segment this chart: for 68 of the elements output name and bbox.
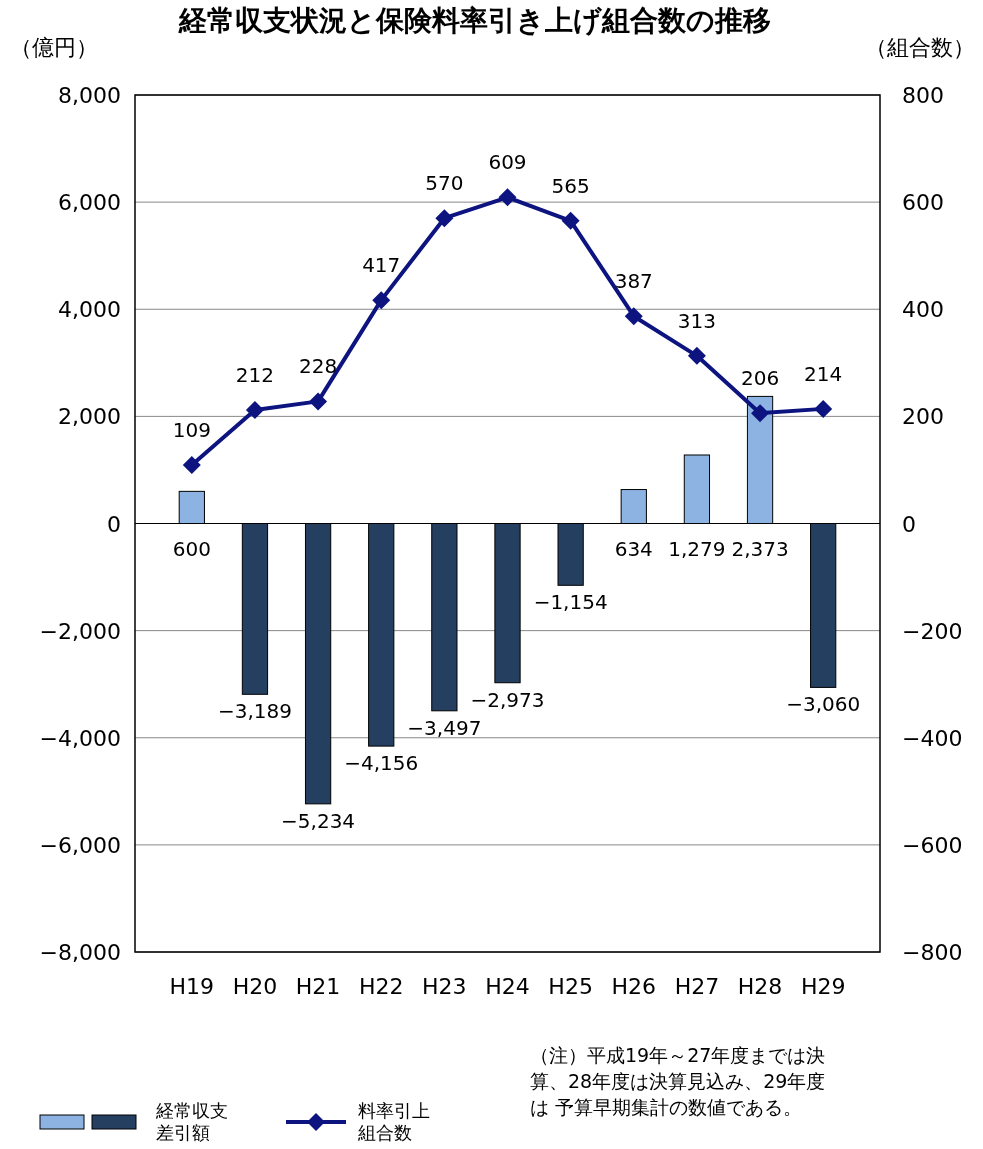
y2-tick-label: −600 xyxy=(902,832,963,858)
data-label: 387 xyxy=(614,269,653,294)
data-label: 570 xyxy=(425,171,464,196)
data-label: 609 xyxy=(488,150,527,175)
data-label: 313 xyxy=(677,308,716,333)
data-label: 417 xyxy=(362,253,401,278)
y-tick-label: 0 xyxy=(107,511,121,537)
y-tick-label: 6,000 xyxy=(58,190,121,216)
data-label: −2,973 xyxy=(470,687,545,712)
y-tick-label: −4,000 xyxy=(39,725,121,751)
legend-label: 料率引上組合数 xyxy=(357,1100,430,1143)
y2-tick-label: 800 xyxy=(902,83,944,108)
x-tick-label: H19 xyxy=(169,974,215,999)
x-tick-label: H22 xyxy=(358,974,404,999)
point xyxy=(814,399,833,418)
point xyxy=(245,400,264,419)
y-axis-title: （億円） xyxy=(10,35,98,60)
data-label: −5,234 xyxy=(281,808,356,833)
y2-tick-label: 400 xyxy=(902,297,944,323)
y-tick-label: −2,000 xyxy=(39,618,121,644)
y2-tick-label: −200 xyxy=(902,618,963,644)
data-label: 565 xyxy=(551,173,590,198)
x-tick-label: H27 xyxy=(674,974,720,999)
data-label: −4,156 xyxy=(344,751,419,776)
point xyxy=(561,211,580,230)
y-tick-label: 2,000 xyxy=(58,404,121,430)
point xyxy=(309,392,328,411)
chart-title: 経常収支状況と保険料率引き上げ組合数の推移 xyxy=(178,4,771,37)
data-label: 212 xyxy=(235,362,275,387)
data-label: 1,279 xyxy=(668,536,726,561)
x-tick-label: H29 xyxy=(800,974,846,999)
y-tick-label: −6,000 xyxy=(39,832,121,858)
point xyxy=(498,188,517,207)
y2-tick-label: 200 xyxy=(902,404,944,430)
y2-tick-label: 600 xyxy=(902,190,944,216)
y2-tick-label: −800 xyxy=(902,940,963,965)
data-label: 2,373 xyxy=(731,536,789,561)
x-tick-label: H20 xyxy=(232,974,278,999)
point xyxy=(687,346,706,365)
text: （注）平成19年～27年度までは決算、28年度は決算見込み、29年度は 予算早期集計の数値である。 xyxy=(530,1044,826,1118)
data-label: 228 xyxy=(299,354,338,379)
x-tick-label: H25 xyxy=(548,974,593,999)
x-tick-label: H21 xyxy=(295,974,341,999)
data-label: 109 xyxy=(172,418,211,443)
point xyxy=(435,209,454,228)
legend-label: 経常収支差引額 xyxy=(155,1100,228,1143)
point xyxy=(182,456,201,475)
data-label: 214 xyxy=(804,361,843,386)
y-tick-label: 8,000 xyxy=(58,83,121,108)
y2-axis-title: （組合数） xyxy=(865,35,975,60)
x-tick-label: H28 xyxy=(737,974,783,999)
data-label: −1,154 xyxy=(533,590,608,615)
y2-tick-label: −400 xyxy=(902,725,963,751)
point xyxy=(372,291,391,310)
data-label: 206 xyxy=(740,366,780,391)
data-label: −3,060 xyxy=(786,692,861,717)
data-label: −3,497 xyxy=(407,715,482,740)
y2-tick-label: 0 xyxy=(902,511,916,537)
point xyxy=(624,307,643,326)
data-label: −3,189 xyxy=(217,699,292,724)
x-tick-label: H23 xyxy=(422,974,467,999)
data-label: 634 xyxy=(614,536,653,561)
x-tick-label: H24 xyxy=(485,974,530,999)
x-tick-label: H26 xyxy=(611,974,657,999)
point xyxy=(751,404,770,423)
data-label: 600 xyxy=(172,536,211,561)
y-tick-label: −8,000 xyxy=(39,940,121,965)
y-tick-label: 4,000 xyxy=(58,297,121,323)
